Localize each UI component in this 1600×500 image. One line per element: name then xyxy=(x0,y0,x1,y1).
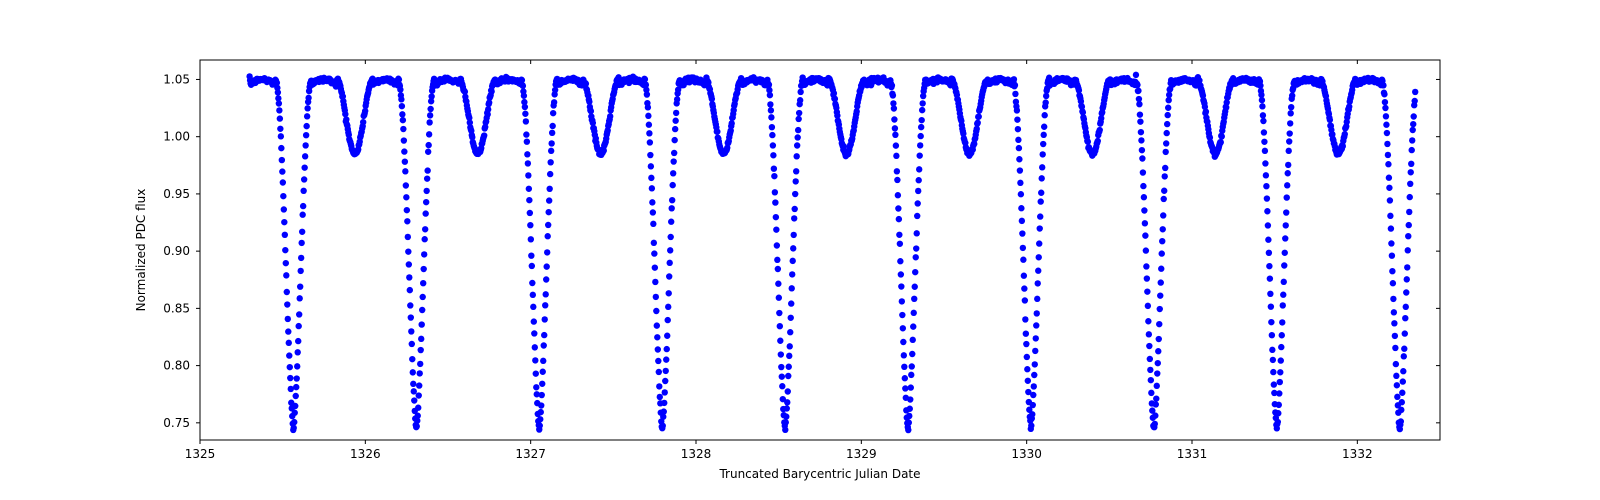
y-axis-label: Normalized PDC flux xyxy=(134,189,148,312)
y-tick-label: 0.75 xyxy=(163,416,190,430)
x-tick-label: 1329 xyxy=(846,447,877,461)
x-tick-label: 1331 xyxy=(1177,447,1208,461)
x-tick-label: 1330 xyxy=(1011,447,1042,461)
y-tick-label: 0.85 xyxy=(163,301,190,315)
y-tick-label: 0.95 xyxy=(163,187,190,201)
y-tick-label: 0.80 xyxy=(163,359,190,373)
y-tick-label: 1.00 xyxy=(163,130,190,144)
x-tick-label: 1326 xyxy=(350,447,381,461)
figure-background xyxy=(0,0,1600,500)
x-tick-label: 1328 xyxy=(681,447,712,461)
light-curve-chart: 1325 1326 1327 1328 1329 1330 1331 1332 0.75 0.80… xyxy=(0,0,1600,500)
y-tick-label: 1.05 xyxy=(163,72,190,86)
x-tick-label: 1327 xyxy=(515,447,546,461)
y-tick-label: 0.90 xyxy=(163,244,190,258)
x-tick-label: 1332 xyxy=(1342,447,1373,461)
x-tick-label: 1325 xyxy=(185,447,216,461)
x-axis-label: Truncated Barycentric Julian Date xyxy=(718,467,920,481)
